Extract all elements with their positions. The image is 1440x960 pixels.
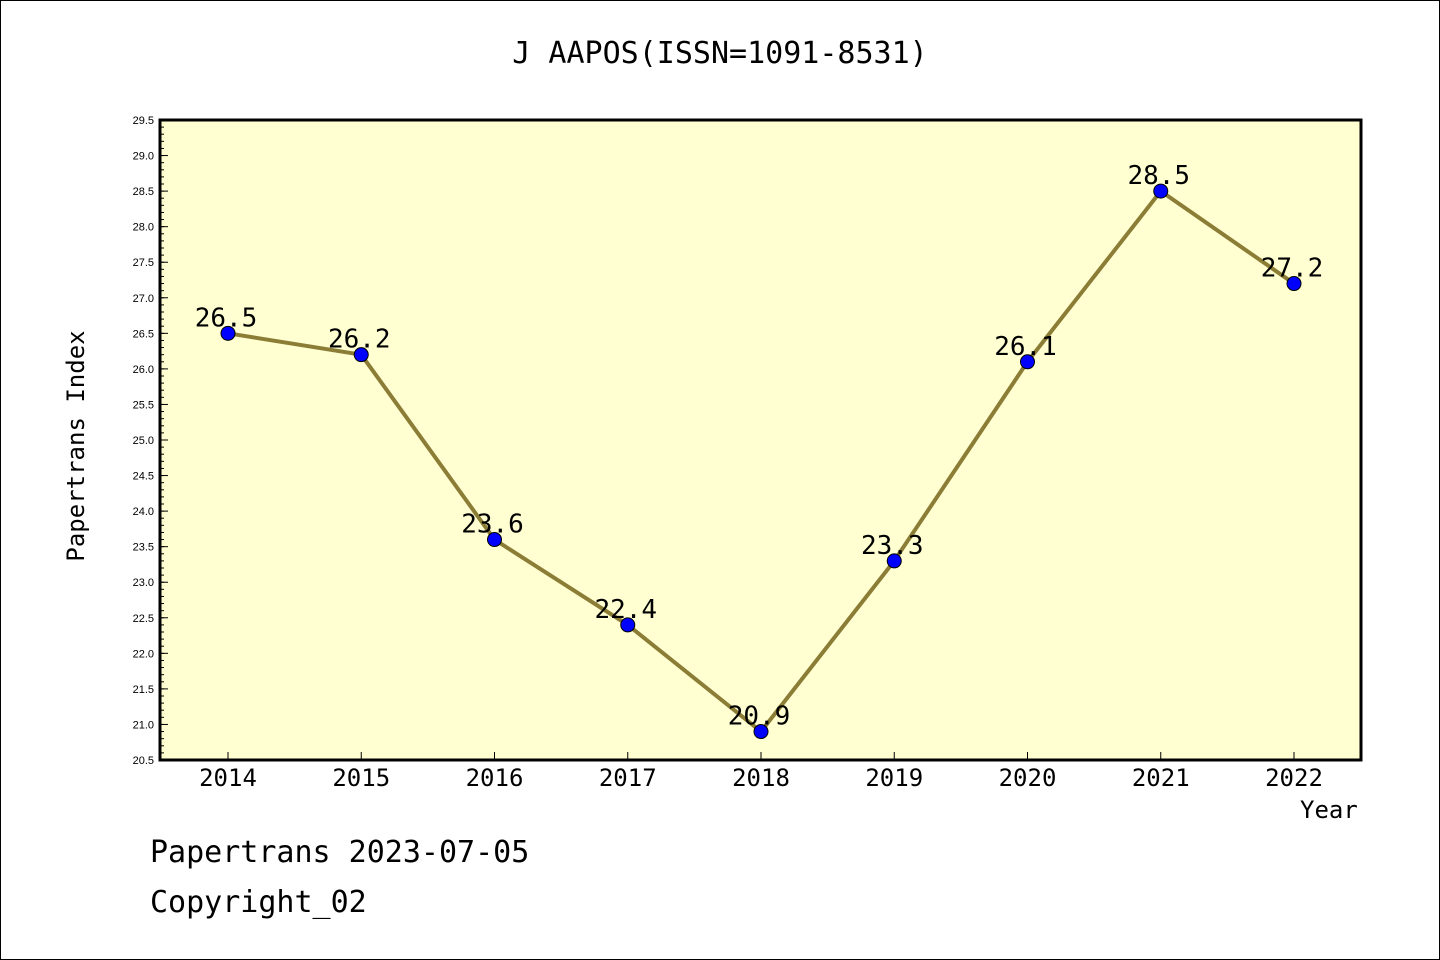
y-tick-label: 28.0	[133, 222, 154, 234]
x-tick-label: 2015	[332, 764, 390, 792]
y-tick-label: 22.5	[133, 613, 154, 625]
y-tick-label: 28.5	[133, 186, 154, 198]
data-label: 26.5	[195, 303, 258, 333]
y-tick-label: 23.0	[133, 577, 154, 589]
plot-area	[160, 120, 1361, 760]
x-tick-label: 2018	[732, 764, 790, 792]
y-tick-label: 21.0	[133, 719, 154, 731]
y-tick-label: 27.0	[133, 293, 154, 305]
y-tick-label: 25.5	[133, 399, 154, 411]
x-axis-label: Year	[1300, 796, 1358, 824]
footer-date-text: Papertrans 2023-07-05	[150, 835, 530, 870]
data-label: 23.3	[861, 531, 924, 561]
plot-border	[158, 118, 1363, 762]
x-tick-label: 2017	[599, 764, 657, 792]
x-tick-label: 2022	[1265, 764, 1323, 792]
data-label: 22.4	[594, 595, 657, 625]
data-point	[620, 617, 636, 633]
y-tick-label: 29.5	[133, 115, 154, 127]
x-tick-label: 2014	[199, 764, 257, 792]
data-label: 26.1	[994, 332, 1057, 362]
y-tick-label: 20.5	[133, 755, 154, 767]
data-point	[1153, 183, 1169, 199]
data-label: 28.5	[1127, 161, 1190, 191]
y-tick-label: 29.0	[133, 151, 154, 163]
data-point	[1020, 354, 1035, 370]
data-label: 27.2	[1261, 254, 1324, 284]
y-tick-label: 21.5	[133, 684, 154, 696]
x-tick-label: 2021	[1132, 764, 1190, 792]
y-tick-label: 22.0	[133, 648, 154, 660]
data-point	[1286, 276, 1302, 292]
data-label: 20.9	[728, 702, 791, 732]
data-point	[886, 553, 902, 569]
y-tick-label: 27.5	[133, 257, 154, 269]
y-tick-label: 26.0	[133, 364, 154, 376]
y-tick-label: 24.5	[133, 471, 154, 483]
data-point	[220, 325, 236, 341]
footer-copyright-text: Copyright_02	[150, 885, 367, 920]
data-point	[753, 724, 769, 740]
x-axis-ticks: 2014 2015 2016 2017 2018 2019 2020 2021 2022	[199, 752, 1323, 792]
data-point	[353, 347, 369, 363]
data-label: 23.6	[461, 510, 524, 540]
x-tick-label: 2019	[865, 764, 923, 792]
chart-title: J AAPOS(ISSN=1091-8531)	[512, 36, 928, 71]
data-labels: 26.5 26.2 23.6 22.4 20.9 23.3 26.1 28.5 27.2	[195, 161, 1324, 731]
y-tick-label: 23.5	[133, 542, 154, 554]
data-point	[487, 532, 502, 548]
y-tick-label: 24.0	[133, 506, 154, 518]
y-tick-label: 25.0	[133, 435, 154, 447]
x-tick-label: 2020	[999, 764, 1057, 792]
y-axis-ticks: 20.5 21.0 21.5 22.0 22.5 23.0 23.5 24.0 24.5 25.0…	[133, 115, 168, 767]
y-tick-label: 26.5	[133, 328, 154, 340]
data-label: 26.2	[328, 325, 391, 355]
x-tick-label: 2016	[466, 764, 524, 792]
data-points	[220, 183, 1302, 740]
